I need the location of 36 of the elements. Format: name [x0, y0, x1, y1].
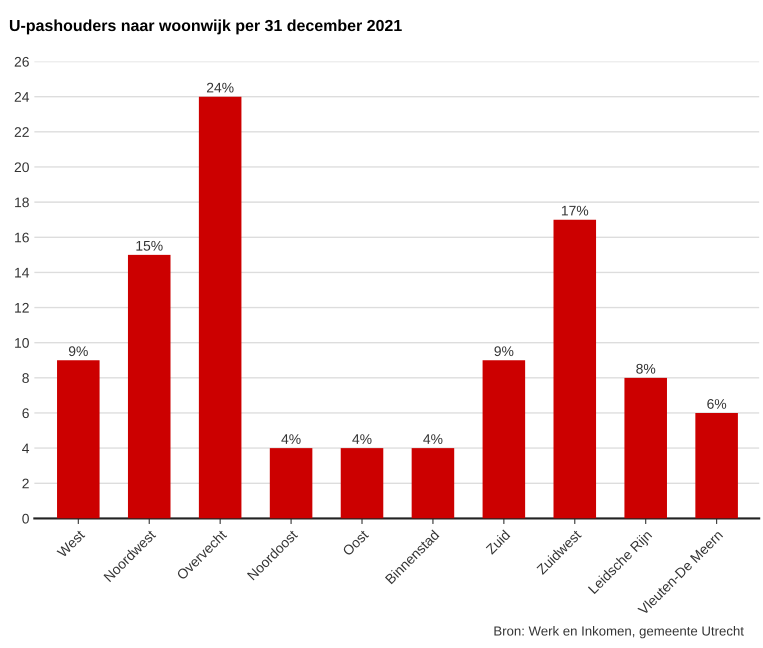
data-label: 6% — [707, 399, 726, 409]
data-label: 4% — [352, 434, 372, 444]
data-label: 4% — [423, 434, 442, 444]
bar — [482, 360, 526, 518]
y-tick-label: 20 — [14, 162, 29, 172]
bar — [128, 254, 171, 518]
y-tick-label: 10 — [15, 338, 29, 348]
y-tick-label: 6 — [22, 408, 29, 418]
data-label: 4% — [281, 434, 301, 444]
data-label: 8% — [636, 364, 656, 374]
y-tick-label: 14 — [15, 268, 30, 278]
bar — [270, 448, 312, 518]
data-label: 9% — [494, 346, 514, 356]
bar — [340, 448, 384, 518]
y-tick-label: 18 — [15, 197, 29, 208]
bar — [198, 96, 242, 518]
y-tick-label: 4 — [22, 444, 30, 454]
bar — [554, 220, 596, 518]
y-tick-label: 2 — [22, 478, 29, 488]
bar — [412, 448, 454, 518]
text: Bron: Werk en Inkomen, gemeente Utrecht — [494, 626, 744, 638]
y-tick-label: 0 — [22, 514, 29, 524]
y-tick-label: 8 — [22, 373, 29, 384]
y-tick-label: 22 — [14, 127, 29, 137]
bar — [695, 412, 738, 518]
y-tick-label: 12 — [15, 302, 29, 313]
data-label: 15% — [136, 240, 163, 251]
bar — [624, 378, 667, 518]
chart-title: U-pashouders naar woonwijk per 31 december 2021 — [10, 19, 402, 34]
bar — [57, 360, 100, 518]
data-label: 24% — [206, 82, 234, 93]
y-tick-label: 16 — [15, 232, 29, 242]
y-tick-label: 24 — [14, 92, 30, 102]
data-label: 17% — [562, 206, 588, 216]
data-label: 9% — [68, 346, 88, 356]
y-tick-label: 26 — [14, 56, 29, 67]
